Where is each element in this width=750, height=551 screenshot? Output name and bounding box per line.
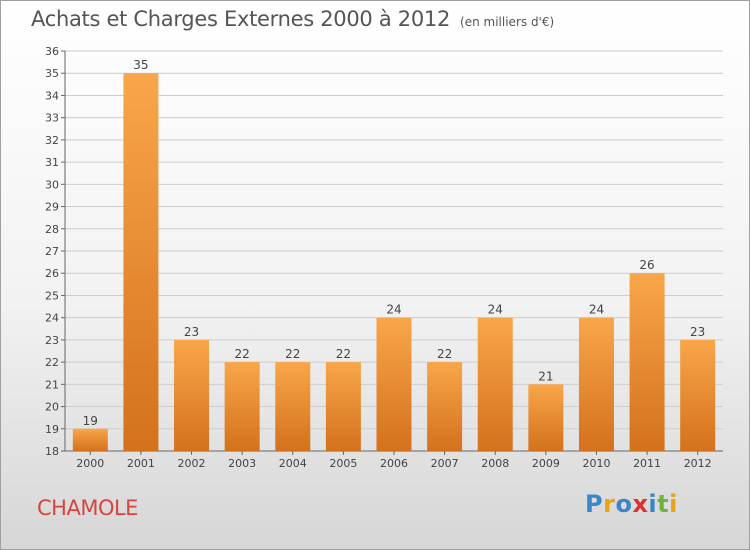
data-label: 24 [488, 303, 503, 317]
x-tick-label: 2009 [532, 457, 560, 470]
bar [680, 339, 716, 451]
logo-letter: i [648, 490, 658, 518]
bar [275, 362, 311, 451]
x-tick-label: 2012 [684, 457, 712, 470]
y-tick-label: 30 [45, 178, 59, 191]
bar [72, 428, 108, 451]
chart-title: Achats et Charges Externes 2000 à 2012 (e… [31, 7, 554, 31]
logo-letter: P [585, 490, 604, 518]
bar [578, 317, 614, 451]
y-tick-label: 19 [45, 423, 59, 436]
y-tick-label: 24 [45, 312, 59, 325]
y-tick-label: 22 [45, 356, 59, 369]
data-label: 26 [639, 258, 654, 272]
x-tick-label: 2004 [279, 457, 307, 470]
y-tick-label: 27 [45, 245, 59, 258]
data-label: 19 [83, 414, 98, 428]
y-tick-label: 32 [45, 134, 59, 147]
bar [325, 362, 361, 451]
x-tick-label: 2003 [228, 457, 256, 470]
x-tick-label: 2010 [582, 457, 610, 470]
data-label: 22 [235, 347, 250, 361]
x-tick-label: 2008 [481, 457, 509, 470]
data-label: 23 [184, 325, 199, 339]
proxiti-logo[interactable]: Proxiti [585, 490, 678, 518]
y-tick-label: 18 [45, 445, 59, 458]
bar [427, 362, 463, 451]
y-tick-label: 25 [45, 289, 59, 302]
data-label: 22 [285, 347, 300, 361]
bar [376, 317, 412, 451]
chart-subtitle: (en milliers d'€) [460, 15, 555, 29]
y-tick-label: 33 [45, 112, 59, 125]
x-tick-label: 2000 [76, 457, 104, 470]
logo-letter: x [632, 490, 649, 518]
data-label: 24 [589, 303, 604, 317]
bar [528, 384, 564, 451]
commune-name: CHAMOLE [37, 496, 138, 520]
bar [123, 73, 159, 451]
logo-letter: i [669, 490, 678, 518]
x-tick-label: 2006 [380, 457, 408, 470]
y-tick-label: 35 [45, 67, 59, 80]
data-label: 24 [386, 303, 401, 317]
y-tick-label: 31 [45, 156, 59, 169]
data-label: 35 [133, 58, 148, 72]
bar [477, 317, 513, 451]
x-tick-label: 2002 [178, 457, 206, 470]
data-label: 22 [336, 347, 351, 361]
data-label: 23 [690, 325, 705, 339]
bar [224, 362, 260, 451]
y-tick-label: 29 [45, 201, 59, 214]
logo-letter: o [615, 490, 633, 518]
y-tick-label: 28 [45, 223, 59, 236]
y-tick-label: 34 [45, 89, 59, 102]
y-tick-label: 23 [45, 334, 59, 347]
y-tick-label: 36 [45, 45, 59, 58]
bar [174, 339, 210, 451]
data-label: 22 [437, 347, 452, 361]
x-tick-label: 2007 [431, 457, 459, 470]
chart-title-text: Achats et Charges Externes 2000 à 2012 [31, 7, 451, 31]
x-tick-label: 2011 [633, 457, 661, 470]
logo-letter: t [657, 490, 670, 518]
y-tick-label: 21 [45, 378, 59, 391]
x-tick-label: 2001 [127, 457, 155, 470]
y-tick-label: 20 [45, 401, 59, 414]
logo-letter: r [603, 490, 616, 518]
y-tick-label: 26 [45, 267, 59, 280]
data-label: 21 [538, 369, 553, 383]
bar [629, 273, 665, 451]
x-tick-label: 2005 [329, 457, 357, 470]
